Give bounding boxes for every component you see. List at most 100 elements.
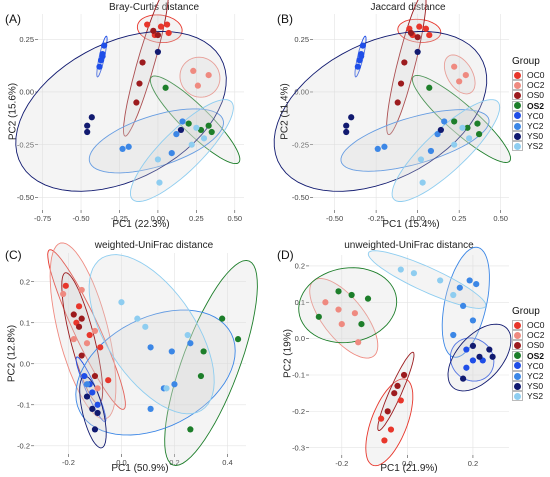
point-oc0 bbox=[144, 21, 151, 28]
x-tick-label: -0.25 bbox=[111, 214, 128, 223]
x-tick-label: 0.4 bbox=[222, 458, 232, 467]
legend-dot bbox=[514, 382, 521, 390]
point-ys2 bbox=[459, 124, 466, 131]
point-yc2 bbox=[179, 118, 186, 125]
x-tick-label: -0.75 bbox=[34, 214, 51, 223]
point-oc2 bbox=[351, 310, 359, 317]
point-yc2 bbox=[466, 277, 473, 284]
point-ys2 bbox=[184, 331, 191, 339]
legend-label: YC2 bbox=[527, 121, 544, 132]
point-os2 bbox=[162, 84, 169, 91]
ellipse-ys2 bbox=[391, 99, 501, 202]
point-yc2 bbox=[147, 344, 154, 351]
legend-dot bbox=[514, 352, 521, 360]
point-os0 bbox=[414, 34, 421, 41]
x-tick-label: 0.0 bbox=[116, 458, 126, 467]
y-tick-label: -0.2 bbox=[17, 441, 30, 450]
legend-label: OC2 bbox=[527, 330, 545, 341]
ellipse-yc2 bbox=[75, 309, 236, 436]
point-ys0 bbox=[414, 48, 421, 56]
ellipse-yc2 bbox=[340, 109, 490, 172]
x-tick-label: 0.2 bbox=[169, 458, 179, 467]
legend-item-yc2: YC2 bbox=[512, 371, 544, 382]
legend-key bbox=[512, 70, 523, 81]
point-os0 bbox=[394, 382, 401, 390]
point-ys2 bbox=[118, 299, 125, 306]
point-oc2 bbox=[194, 82, 201, 89]
point-yc0 bbox=[96, 63, 103, 70]
point-oc0 bbox=[62, 282, 69, 289]
point-yc0 bbox=[463, 364, 470, 371]
x-tick-label: 0.50 bbox=[227, 214, 242, 223]
y-tick-label: -0.50 bbox=[292, 193, 309, 202]
point-yc2 bbox=[119, 145, 126, 152]
panel-b-plot: -0.50 -0.25 0.00 0.25 0.50 -0.50 -0.25 0.00 0.25 bbox=[273, 0, 511, 223]
point-os2 bbox=[197, 126, 205, 134]
legend-item-os2: OS2 bbox=[512, 350, 544, 361]
legend-dot bbox=[514, 341, 521, 349]
x-tick-label: -0.2 bbox=[62, 458, 75, 467]
point-oc0 bbox=[86, 331, 93, 339]
legend-item-oc2: OC2 bbox=[512, 80, 544, 91]
point-ys0 bbox=[486, 346, 493, 353]
point-os0 bbox=[397, 80, 405, 87]
ellipse-oc2 bbox=[309, 278, 379, 359]
point-os0 bbox=[391, 390, 398, 397]
point-os2 bbox=[185, 120, 192, 127]
y-tick-label: 0.00 bbox=[19, 88, 34, 97]
y-tick-label: -0.3 bbox=[292, 443, 305, 452]
point-ys0 bbox=[343, 128, 350, 136]
panel-a-plot: -0.75 -0.50 -0.25 0.00 0.25 0.50 -0.50 -0.25 0.0… bbox=[15, 0, 244, 223]
point-ys2 bbox=[134, 315, 141, 322]
legend-dot bbox=[514, 362, 521, 370]
point-yc2 bbox=[456, 284, 463, 291]
y-tick-label: -0.25 bbox=[17, 140, 34, 149]
point-yc2 bbox=[450, 331, 457, 339]
point-oc2 bbox=[338, 320, 345, 328]
point-ys0 bbox=[83, 393, 91, 400]
panel-d-plot: -0.2 0.0 0.2-0.3-0.2-0.10.00.10.2 bbox=[292, 246, 512, 468]
legend-dot bbox=[514, 112, 521, 120]
panel-b-label: (B) bbox=[277, 12, 293, 26]
point-oc2 bbox=[451, 63, 458, 70]
point-ys2 bbox=[142, 323, 149, 330]
ellipse-oc2 bbox=[179, 56, 221, 98]
point-os2 bbox=[208, 128, 215, 136]
panel-c-plot: -0.2 0.0 0.2 0.4 -0.2 -0.1 0.0 0.1 0.2 bbox=[17, 242, 258, 467]
point-yc2 bbox=[168, 348, 175, 355]
point-ys0 bbox=[88, 114, 95, 121]
panel-a-title: Bray-Curtis distance bbox=[108, 2, 200, 13]
legend-label: YS0 bbox=[527, 131, 544, 142]
point-oc2 bbox=[78, 286, 85, 294]
point-ys0 bbox=[459, 375, 467, 382]
legend-item-oc0: OC0 bbox=[512, 70, 544, 81]
point-yc0 bbox=[358, 53, 365, 60]
point-ys2 bbox=[397, 266, 404, 273]
point-os2 bbox=[234, 336, 242, 343]
point-ys2 bbox=[451, 141, 458, 148]
point-yc2 bbox=[147, 405, 154, 412]
legend-bottom: Group OC0 OC2 OS0 OS2 YC0 YC2 YS0 YS2 bbox=[512, 306, 544, 402]
point-ys0 bbox=[489, 353, 496, 360]
legend-dot bbox=[514, 132, 521, 140]
panel-b: (B) Jaccard distance -0.50 -0.25 0.00 0.25 0… bbox=[273, 0, 550, 230]
panel-c-ylabel: PC2 (12.8%) bbox=[6, 324, 18, 383]
point-yc0 bbox=[94, 401, 101, 408]
point-oc0 bbox=[381, 437, 388, 444]
x-tick-label: -0.50 bbox=[326, 214, 343, 223]
point-yc2 bbox=[168, 149, 175, 157]
legend-dot bbox=[514, 102, 521, 110]
point-yc2 bbox=[473, 280, 480, 288]
point-os0 bbox=[384, 408, 391, 415]
legend-key bbox=[512, 110, 523, 121]
legend-item-yc0: YC0 bbox=[512, 360, 544, 371]
panel-b-ylabel: PC2 (11.4%) bbox=[279, 83, 291, 140]
point-ys0 bbox=[476, 353, 483, 360]
point-yc0 bbox=[81, 372, 88, 380]
point-oc2 bbox=[335, 306, 342, 313]
legend-dot bbox=[514, 392, 521, 400]
point-oc0 bbox=[422, 25, 430, 32]
point-yc2 bbox=[427, 147, 435, 155]
legend-key bbox=[512, 80, 523, 91]
point-oc0 bbox=[157, 23, 165, 30]
